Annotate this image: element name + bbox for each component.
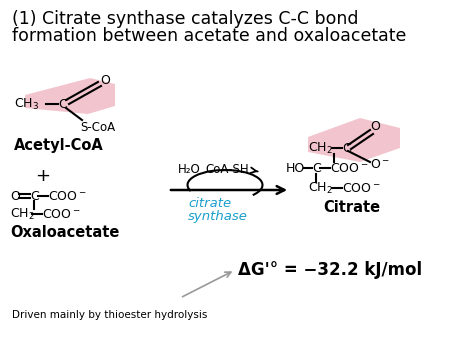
Text: Oxaloacetate: Oxaloacetate (10, 225, 119, 240)
Text: CoA-SH: CoA-SH (205, 163, 248, 176)
Text: COO$^-$: COO$^-$ (330, 162, 369, 174)
Polygon shape (308, 118, 400, 162)
Polygon shape (25, 78, 115, 114)
Text: CH$_2$: CH$_2$ (10, 207, 35, 221)
Text: formation between acetate and oxaloacetate: formation between acetate and oxaloaceta… (12, 27, 406, 45)
Text: CH$_3$: CH$_3$ (14, 96, 39, 112)
Text: (1) Citrate synthase catalyzes C-C bond: (1) Citrate synthase catalyzes C-C bond (12, 10, 359, 28)
Text: CH$_2$: CH$_2$ (308, 180, 333, 196)
Text: HO: HO (286, 162, 305, 174)
Text: C: C (312, 162, 321, 174)
Text: O: O (370, 120, 380, 132)
Text: COO$^-$: COO$^-$ (342, 182, 381, 194)
Text: C: C (342, 142, 351, 154)
Text: +: + (35, 167, 50, 185)
Text: O: O (100, 73, 110, 87)
Text: synthase: synthase (188, 210, 248, 223)
Text: Acetyl-CoA: Acetyl-CoA (14, 138, 104, 153)
Text: COO$^-$: COO$^-$ (48, 190, 86, 202)
Text: S-CoA: S-CoA (80, 121, 115, 134)
Text: C: C (58, 97, 67, 111)
Text: O$^-$: O$^-$ (370, 158, 390, 170)
Text: O: O (10, 190, 20, 202)
Text: Citrate: Citrate (323, 200, 380, 215)
Text: COO$^-$: COO$^-$ (42, 208, 81, 220)
Text: CH$_2$: CH$_2$ (308, 141, 333, 155)
Text: Driven mainly by thioester hydrolysis: Driven mainly by thioester hydrolysis (12, 310, 207, 320)
Text: citrate: citrate (188, 197, 231, 210)
Text: ΔG'° = −32.2 kJ/mol: ΔG'° = −32.2 kJ/mol (238, 261, 422, 279)
Text: C: C (30, 190, 39, 202)
Text: H₂O: H₂O (178, 163, 201, 176)
